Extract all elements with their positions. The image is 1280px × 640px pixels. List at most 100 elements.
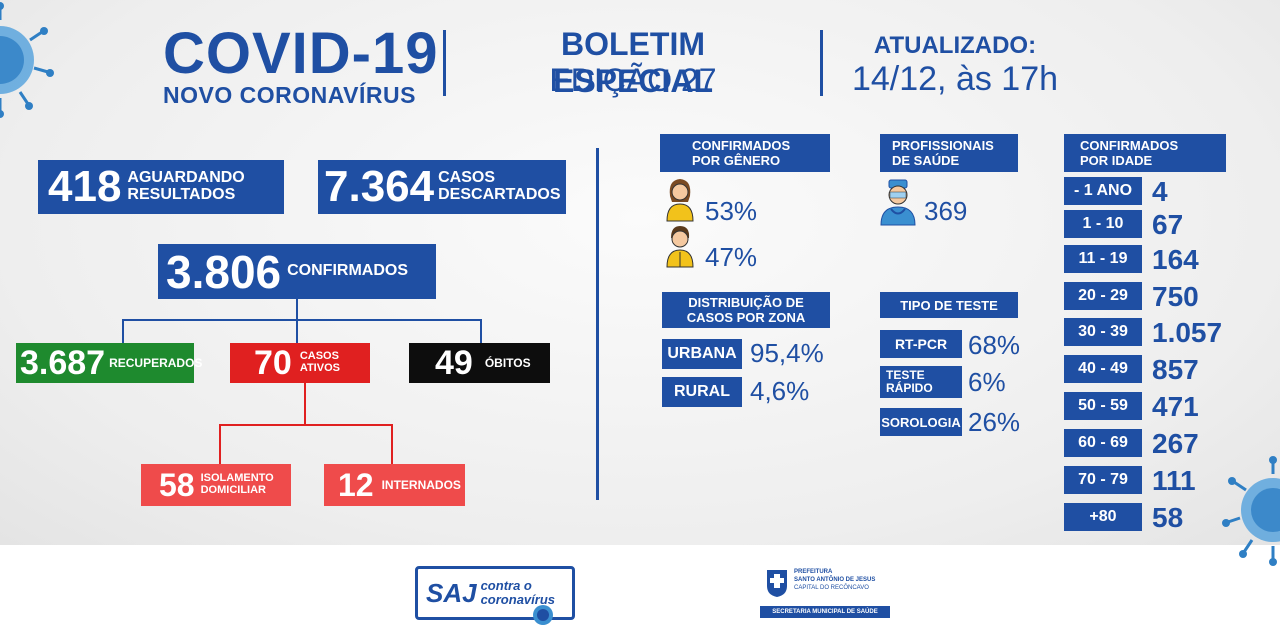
test-rtpcr-label: RT-PCR [880,330,962,358]
test-rapid-label: TESTE RÁPIDO [880,366,962,398]
discarded-label-2: DESCARTADOS [438,186,561,203]
active-label-2: ATIVOS [299,362,340,374]
virus-icon [0,2,54,118]
discarded-box: 7.364 CASOS DESCARTADOS [318,160,566,214]
gender-title-1: CONFIRMADOS [692,138,791,153]
home-isolation-label-2: DOMICILIAR [200,484,266,496]
test-rapid-label-1: TESTE [886,368,925,382]
city-logo-line1: PREFEITURA [794,569,833,575]
connector-line [480,319,482,343]
divider [443,30,446,96]
male-icon [666,226,694,268]
zone-title-2: CASOS POR ZONA [686,310,806,325]
page-title: COVID-19 [163,21,439,86]
connector-line [122,319,124,343]
age-row-value: 4 [1152,176,1168,207]
age-row-value: 750 [1152,281,1199,312]
gender-title-2: POR GÊNERO [692,153,781,168]
home-isolation-box: 58 ISOLAMENTO DOMICILIAR [141,464,291,506]
discarded-label-1: CASOS [438,169,496,187]
doctor-icon [880,179,916,226]
age-row-label: 50 - 59 [1064,392,1142,420]
connector-line [219,424,221,464]
test-rapid-value: 6% [968,367,1006,397]
awaiting-value: 418 [48,162,122,211]
active-cases-box: 70 CASOS ATIVOS [230,343,370,383]
age-row-value: 857 [1152,354,1199,385]
recovered-label: RECUPERADOS [109,355,203,370]
health-professionals-value: 369 [924,196,968,226]
connector-line [296,319,298,343]
age-row-label: +80 [1064,503,1142,531]
edition-label: EDIÇÃO 27 [549,62,717,98]
footer [0,545,1280,640]
zone-rural-label: RURAL [662,377,742,407]
connector-line [296,299,298,320]
age-row-value: 67 [1152,209,1184,240]
test-serology-label: SOROLOGIA [880,408,962,436]
age-row-label: 30 - 39 [1064,318,1142,346]
awaiting-label-2: RESULTADOS [127,186,236,203]
age-row-label: 70 - 79 [1064,466,1142,494]
city-logo: PREFEITURA SANTO ANTÔNIO DE JESUS CAPITA… [760,566,890,622]
age-row-value: 471 [1152,391,1199,422]
active-value: 70 [254,343,292,382]
active-label-1: CASOS [299,350,339,363]
age-row-value: 58 [1152,502,1184,533]
recovered-box: 3.687 RECUPERADOS [16,343,202,383]
age-row-label: 60 - 69 [1064,429,1142,457]
updated-date: 14/12, às 17h [851,60,1059,98]
hospitalized-value: 12 [338,466,374,503]
hospitalized-box: 12 INTERNADOS [324,464,465,506]
virus-icon [1222,456,1280,566]
male-pct: 47% [705,242,758,272]
campaign-logo-line3: coronavírus [480,592,555,607]
connector-line [219,424,393,426]
test-serology-value: 26% [968,407,1021,437]
zone-title-1: DISTRIBUIÇÃO DE [688,295,804,310]
test-type-title: TIPO DE TESTE [880,292,1018,318]
confirmed-value: 3.806 [166,245,282,298]
female-pct: 53% [705,196,758,226]
zone-title: DISTRIBUIÇÃO DE CASOS POR ZONA [662,292,830,328]
deaths-value: 49 [435,343,473,382]
zone-urban-value: 95,4% [750,338,824,368]
hp-title-1: PROFISSIONAIS [892,138,994,153]
discarded-value: 7.364 [324,162,435,211]
page-subtitle: NOVO CORONAVÍRUS [163,82,416,108]
city-logo-line4: SECRETARIA MUNICIPAL DE SAÚDE [760,606,890,618]
recovered-value: 3.687 [20,343,106,382]
city-logo-line3: CAPITAL DO RECÔNCAVO [794,585,869,591]
confirmed-box: 3.806 CONFIRMADOS [158,244,436,299]
age-row-value: 267 [1152,428,1199,459]
age-row-label: 11 - 19 [1064,245,1142,273]
zone-rural-value: 4,6% [750,376,810,406]
zone-urban-label: URBANA [662,339,742,369]
health-professionals-title: PROFISSIONAIS DE SAÚDE [880,134,1018,172]
confirmed-label: CONFIRMADOS [287,262,409,280]
city-crest-icon [767,570,787,597]
connector-line [391,424,393,464]
age-row-value: 1.057 [1152,317,1223,348]
bulletin-title: BOLETIM ESPECIAL [552,26,714,99]
age-row-value: 111 [1152,465,1196,496]
deaths-label: ÓBITOS [484,355,531,370]
age-title: CONFIRMADOS POR IDADE [1064,134,1226,172]
divider [820,30,823,96]
age-row-value: 164 [1152,244,1199,275]
age-row-label: 40 - 49 [1064,355,1142,383]
city-logo-line2: SANTO ANTÔNIO DE JESUS [794,577,876,583]
connector-line [122,319,482,321]
awaiting-results-box: 418 AGUARDANDO RESULTADOS [38,160,284,214]
home-isolation-value: 58 [159,466,195,503]
section-divider [596,148,599,500]
test-rapid-label-2: RÁPIDO [886,381,933,395]
virus-icon [533,605,553,625]
gender-title: CONFIRMADOS POR GÊNERO [660,134,830,172]
deaths-box: 49 ÓBITOS [409,343,550,383]
updated-label: ATUALIZADO: [873,32,1037,59]
hp-title-2: DE SAÚDE [892,153,960,168]
age-row-label: 1 - 10 [1064,210,1142,238]
awaiting-label-1: AGUARDANDO [127,169,245,187]
hospitalized-label: INTERNADOS [381,477,461,492]
